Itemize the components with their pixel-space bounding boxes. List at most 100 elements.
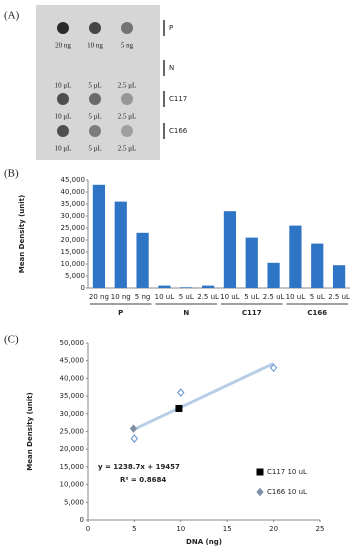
point (175, 404, 183, 412)
group-label: C117 (242, 309, 262, 317)
dot-label: 10 ng (87, 42, 103, 50)
bar (245, 237, 258, 288)
y-axis-label: Mean Density (unit) (18, 195, 26, 273)
dot-label: 5 μL (88, 82, 101, 90)
dot-label: 20 ng (55, 42, 71, 50)
point (130, 434, 139, 443)
group-label: N (169, 64, 174, 72)
x-tick-label: 20 ng (89, 293, 109, 301)
legend-marker (256, 487, 264, 497)
y-tick-label: 20,000 (61, 236, 86, 244)
trendline (133, 362, 275, 431)
x-tick-label: 15 (223, 525, 232, 533)
dot-label: 2.5 μL (118, 82, 137, 90)
y-tick-label: 35,000 (60, 392, 85, 400)
dot-label: 5 μL (88, 145, 101, 153)
y-tick-label: 0 (81, 284, 85, 292)
y-tick-label: 40,000 (60, 374, 85, 382)
y-tick-label: 5,000 (64, 498, 84, 506)
y-tick-label: 45,000 (60, 357, 85, 365)
point (269, 363, 278, 373)
x-tick-label: 10 uL (220, 293, 240, 301)
dot (57, 93, 69, 105)
y-tick-label: 25,000 (60, 428, 85, 436)
x-tick-label: 5 (132, 525, 136, 533)
bar (289, 225, 302, 288)
y-tick-label: 0 (80, 516, 84, 524)
panel-label: (B) (4, 168, 19, 180)
x-tick-label: 20 (269, 525, 278, 533)
y-tick-label: 15,000 (60, 463, 85, 471)
bar (311, 243, 324, 288)
bar (201, 285, 215, 288)
y-tick-label: 50,000 (60, 339, 85, 347)
panel-label: (A) (4, 10, 20, 22)
x-axis-label: DNA (ng) (186, 538, 222, 546)
bar (158, 285, 171, 288)
group-label: C117 (169, 95, 187, 103)
dot (57, 22, 69, 34)
equation: y = 1238.7x + 19457 (98, 463, 180, 471)
y-tick-label: 25,000 (61, 224, 86, 232)
group-label: N (183, 309, 189, 317)
dot-label: 5 ng (121, 42, 134, 50)
bar (332, 265, 346, 288)
x-tick-label: 0 (86, 525, 90, 533)
r-squared: R² = 0.8684 (120, 476, 166, 484)
x-tick-label: 2.5 uL (263, 293, 285, 301)
x-tick-label: 2.5 uL (328, 293, 350, 301)
legend-marker (256, 468, 264, 476)
dot (121, 125, 133, 137)
bar (267, 262, 280, 288)
y-tick-label: 40,000 (61, 188, 86, 196)
x-tick-label: 10 ng (111, 293, 131, 301)
dot-label: 10 μL (55, 145, 72, 153)
point (129, 424, 138, 433)
bar (180, 287, 193, 288)
x-tick-label: 2.5 uL (197, 293, 219, 301)
bar (114, 201, 127, 288)
x-tick-label: 5 uL (244, 293, 259, 301)
y-tick-label: 30,000 (60, 410, 85, 418)
dot-label: 5 μL (88, 113, 101, 121)
bar (92, 184, 106, 288)
x-tick-label: 10 uL (286, 293, 306, 301)
legend-label: C166 10 uL (267, 488, 307, 496)
dot (57, 125, 69, 137)
dot (89, 22, 101, 34)
x-tick-label: 5 uL (310, 293, 325, 301)
dot (121, 22, 133, 34)
panel-label: (C) (4, 334, 19, 346)
bar (223, 211, 237, 288)
legend-label: C117 10 uL (267, 468, 307, 476)
y-tick-label: 35,000 (61, 200, 86, 208)
dot-label: 2.5 μL (118, 113, 137, 121)
x-tick-label: 5 uL (179, 293, 194, 301)
y-tick-label: 15,000 (61, 248, 86, 256)
y-tick-label: 10,000 (60, 481, 85, 489)
dot (89, 93, 101, 105)
dot (121, 93, 133, 105)
y-axis-label: Mean Density (unit) (26, 392, 34, 470)
x-tick-label: 10 uL (155, 293, 175, 301)
dot (89, 125, 101, 137)
x-tick-label: 5 ng (135, 293, 151, 301)
point (177, 388, 185, 397)
y-tick-label: 10,000 (61, 260, 86, 268)
y-tick-label: 30,000 (61, 212, 86, 220)
group-label: C166 (307, 309, 327, 317)
dot-label: 10 μL (55, 82, 72, 90)
bar (136, 232, 149, 288)
y-tick-label: 45,000 (61, 176, 86, 184)
y-tick-label: 20,000 (60, 445, 85, 453)
y-tick-label: 5,000 (65, 272, 85, 280)
dot-label: 2.5 μL (118, 145, 137, 153)
dot-label: 10 μL (55, 113, 72, 121)
x-tick-label: 10 (176, 525, 185, 533)
x-tick-label: 25 (316, 525, 325, 533)
group-label: P (118, 309, 123, 317)
group-label: P (169, 24, 173, 32)
group-label: C166 (169, 127, 188, 135)
